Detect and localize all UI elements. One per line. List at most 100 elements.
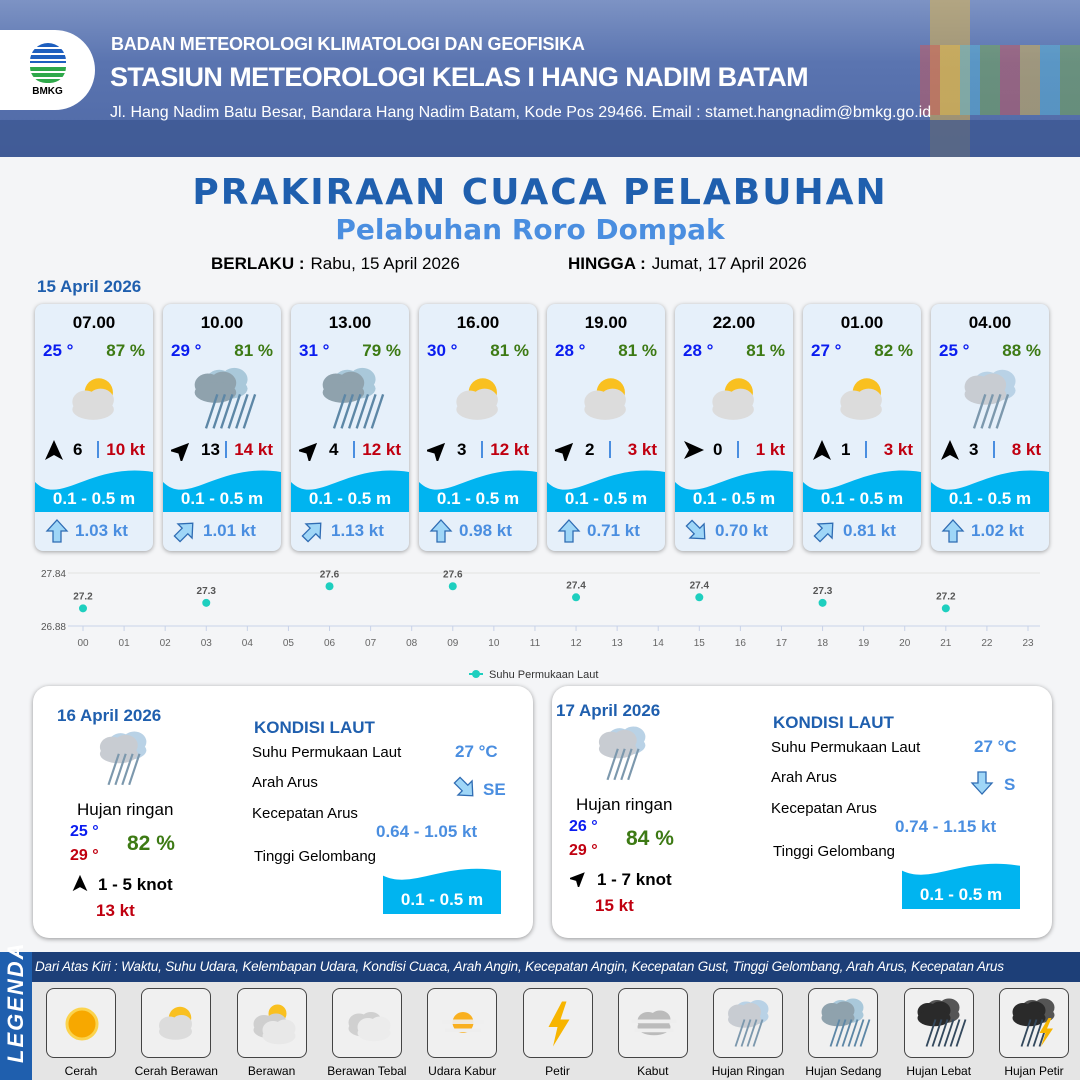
gust-speed: 3 kt bbox=[883, 440, 913, 459]
data-label: 27.3 bbox=[197, 586, 217, 597]
wind-speed: 1 - 7 knot bbox=[597, 870, 672, 889]
wave-icon bbox=[902, 863, 1020, 909]
gust-speed: 14 kt bbox=[234, 440, 273, 459]
min-temperature: 26 ° bbox=[569, 818, 598, 835]
x-tick-label: 03 bbox=[201, 638, 213, 649]
air-temperature: 25 ° bbox=[939, 341, 970, 360]
legend-marker bbox=[472, 670, 480, 678]
x-tick-label: 10 bbox=[488, 638, 500, 649]
wind-direction-icon bbox=[168, 442, 190, 464]
current-speed: 0.81 kt bbox=[843, 521, 896, 540]
air-temperature: 31 ° bbox=[299, 341, 330, 360]
data-point[interactable] bbox=[79, 604, 87, 613]
data-point[interactable] bbox=[202, 598, 211, 607]
wind-direction-icon bbox=[424, 442, 446, 464]
forecast-card-04.00: 04.00 25 ° 88 % 3 8 kt 0.1 - 0.5 m 1.02 k… bbox=[931, 304, 1049, 551]
legend-item-label: Hujan Petir bbox=[1004, 1064, 1064, 1078]
data-label: 27.2 bbox=[73, 591, 93, 602]
current-speed-label: Kecepatan Arus bbox=[252, 805, 358, 822]
current-speed: 0.71 kt bbox=[587, 521, 640, 540]
current-direction-icon bbox=[453, 776, 474, 797]
legend-item-cerah-berawan: Cerah Berawan bbox=[133, 988, 223, 1080]
wave-icon bbox=[803, 470, 921, 512]
current-speed: 1.03 kt bbox=[75, 521, 128, 540]
header-banner: BMKG BADAN METEOROLOGI KLIMATOLOGI DAN G… bbox=[0, 0, 1080, 157]
wind-speed: 0 bbox=[713, 440, 723, 459]
legend-label[interactable]: Suhu Permukaan Laut bbox=[489, 669, 598, 681]
wave-icon bbox=[675, 470, 793, 512]
humidity: 88 % bbox=[1002, 341, 1041, 360]
wave-height-value: 0.1 - 0.5 m bbox=[400, 890, 484, 909]
cerah-icon bbox=[65, 1007, 99, 1041]
legend-item-udara-kabur: Udara Kabur bbox=[419, 988, 509, 1080]
wave-icon bbox=[291, 470, 409, 512]
hujan-lebat-icon bbox=[917, 998, 967, 1047]
data-point[interactable] bbox=[448, 582, 457, 591]
forecast-time: 10.00 bbox=[200, 313, 244, 332]
forecast-card-01.00: 01.00 27 ° 82 % 1 3 kt 0.1 - 0.5 m 0.81 k… bbox=[803, 304, 921, 551]
x-tick-label: 09 bbox=[447, 638, 459, 649]
legend-item-berawan-tebal: Berawan Tebal bbox=[324, 988, 414, 1080]
legend-item-label: Berawan bbox=[247, 1064, 296, 1078]
wind-speed: 13 bbox=[201, 440, 220, 459]
data-point[interactable] bbox=[941, 604, 950, 613]
forecast-card-19.00: 19.00 28 ° 81 % 2 3 kt 0.1 - 0.5 m 0.71 k… bbox=[547, 304, 665, 551]
legend-item-hujan-lebat: Hujan Lebat bbox=[896, 988, 986, 1080]
hujan-ringan-icon bbox=[728, 1000, 769, 1047]
current-direction-label: Arah Arus bbox=[771, 769, 837, 786]
wave-height: 0.1 - 0.5 m bbox=[948, 489, 1032, 508]
hujan-sedang-icon bbox=[322, 367, 385, 429]
x-tick-label: 00 bbox=[77, 638, 89, 649]
current-direction-icon bbox=[173, 522, 194, 543]
cerah-berawan-icon bbox=[456, 378, 498, 420]
x-tick-label: 11 bbox=[530, 638, 541, 649]
wind-direction-icon bbox=[552, 442, 574, 464]
legend-description: Dari Atas Kiri : Waktu, Suhu Udara, Kele… bbox=[32, 952, 1080, 982]
wave-height-value: 0.1 - 0.5 m bbox=[919, 885, 1003, 904]
wave-icon bbox=[163, 470, 281, 512]
legend-item-hujan-petir: Hujan Petir bbox=[991, 988, 1080, 1080]
wave-height: 0.1 - 0.5 m bbox=[52, 489, 136, 508]
humidity: 81 % bbox=[234, 341, 273, 360]
current-speed-label: Kecepatan Arus bbox=[771, 800, 877, 817]
current-direction-icon bbox=[301, 522, 322, 543]
current-direction-icon bbox=[45, 519, 69, 543]
forecast-time: 04.00 bbox=[968, 313, 1012, 332]
gust-speed: 1 kt bbox=[755, 440, 785, 459]
x-tick-label: 01 bbox=[119, 638, 131, 649]
min-temperature: 25 ° bbox=[70, 823, 99, 840]
gust-speed: 3 kt bbox=[627, 440, 657, 459]
forecast-card-07.00: 07.00 25 ° 87 % 6 10 kt 0.1 - 0.5 m 1.03 … bbox=[35, 304, 153, 551]
wind-speed: 1 bbox=[841, 440, 851, 459]
hujan-ringan-icon bbox=[99, 731, 147, 786]
wave-height-label: Tinggi Gelombang bbox=[254, 848, 377, 865]
air-temperature: 30 ° bbox=[427, 341, 458, 360]
data-point[interactable] bbox=[818, 598, 827, 607]
cerah-berawan-icon bbox=[712, 378, 754, 420]
y-tick-label: 26.88 bbox=[41, 622, 66, 633]
x-tick-label: 15 bbox=[694, 638, 706, 649]
data-point[interactable] bbox=[572, 593, 581, 602]
x-tick-label: 08 bbox=[406, 638, 418, 649]
wave-height: 0.1 - 0.5 m bbox=[692, 489, 776, 508]
air-temperature: 25 ° bbox=[43, 341, 74, 360]
valid-from: BERLAKU : Rabu, 15 April 2026 bbox=[211, 254, 460, 273]
berawan-tebal-icon bbox=[348, 1012, 391, 1042]
data-point[interactable] bbox=[695, 593, 704, 602]
forecast-card-22.00: 22.00 28 ° 81 % 0 1 kt 0.1 - 0.5 m 0.70 k… bbox=[675, 304, 793, 551]
air-temperature: 28 ° bbox=[555, 341, 586, 360]
legend-item-berawan: Berawan bbox=[229, 988, 319, 1080]
data-label: 27.6 bbox=[320, 569, 340, 580]
forecast-time: 07.00 bbox=[72, 313, 116, 332]
legend-item-label: Petir bbox=[545, 1064, 570, 1078]
current-speed: 1.13 kt bbox=[331, 521, 384, 540]
gust-speed: 10 kt bbox=[106, 440, 145, 459]
wind-speed: 6 bbox=[73, 440, 83, 459]
wave-height: 0.1 - 0.5 m bbox=[436, 489, 520, 508]
sst-value: 27 °C bbox=[455, 742, 498, 761]
cerah-berawan-icon bbox=[72, 378, 114, 420]
sst-label: Suhu Permukaan Laut bbox=[252, 744, 402, 761]
gust-speed: 12 kt bbox=[490, 440, 529, 459]
data-point[interactable] bbox=[325, 582, 334, 591]
gust-speed: 15 kt bbox=[595, 896, 634, 915]
